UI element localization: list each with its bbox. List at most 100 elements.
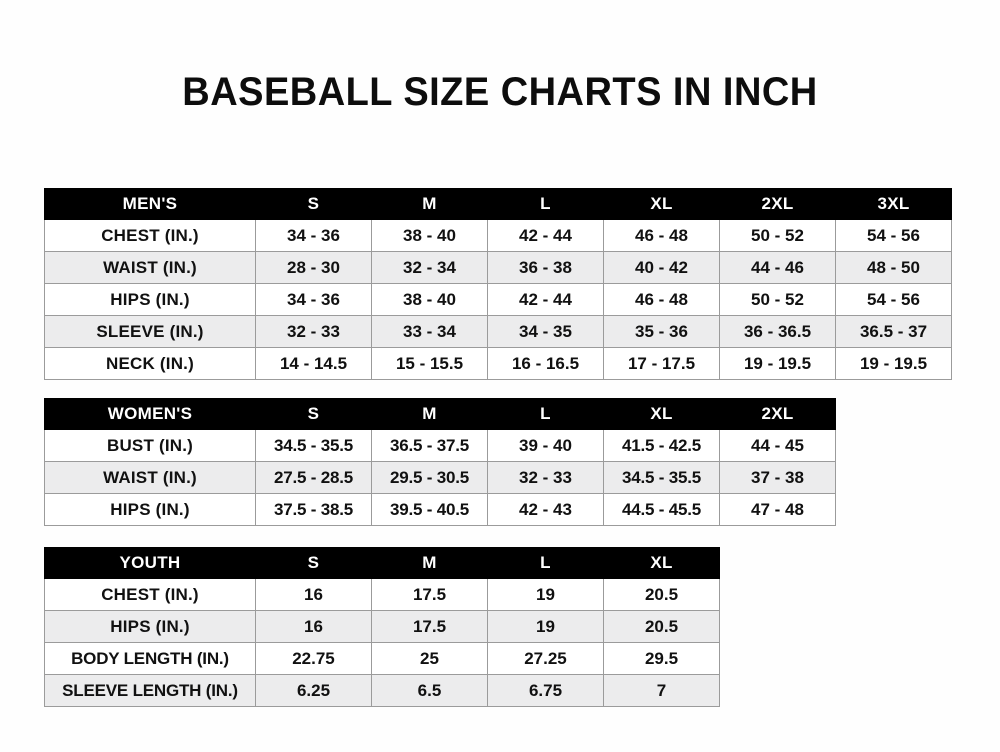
size-header-2xl: 2XL <box>719 398 836 430</box>
measurement-label: CHEST (IN.) <box>44 219 256 252</box>
measurement-value: 20.5 <box>603 610 720 643</box>
size-header-m: M <box>371 547 488 579</box>
measurement-value: 27.5 - 28.5 <box>255 461 372 494</box>
mens-table-body: CHEST (IN.) 34 - 36 38 - 40 42 - 44 46 - 48 5… <box>44 219 952 380</box>
youth-size-table: YOUTH S M L XL CHEST (IN.) 16 17.5 19 20.5 HIPS (… <box>44 547 720 707</box>
measurement-label: SLEEVE (IN.) <box>44 315 256 348</box>
size-header-xl: XL <box>603 547 720 579</box>
measurement-value: 15 - 15.5 <box>371 347 488 380</box>
measurement-label: WAIST (IN.) <box>44 461 256 494</box>
measurement-value: 34 - 36 <box>255 219 372 252</box>
measurement-value: 19 - 19.5 <box>719 347 836 380</box>
table-row: CHEST (IN.) 16 17.5 19 20.5 <box>44 578 720 611</box>
table-row: HIPS (IN.) 34 - 36 38 - 40 42 - 44 46 - 48 50… <box>44 283 952 316</box>
measurement-value: 6.75 <box>487 674 604 707</box>
measurement-value: 28 - 30 <box>255 251 372 284</box>
measurement-value: 38 - 40 <box>371 283 488 316</box>
table-header-row: YOUTH S M L XL <box>44 547 720 579</box>
measurement-value: 44 - 45 <box>719 429 836 462</box>
table-row: SLEEVE LENGTH (IN.) 6.25 6.5 6.75 7 <box>44 674 720 707</box>
table-row: WAIST (IN.) 28 - 30 32 - 34 36 - 38 40 - 42 4… <box>44 251 952 284</box>
measurement-value: 40 - 42 <box>603 251 720 284</box>
table-row: SLEEVE (IN.) 32 - 33 33 - 34 34 - 35 35 - 36… <box>44 315 952 348</box>
measurement-value: 42 - 44 <box>487 283 604 316</box>
measurement-value: 29.5 - 30.5 <box>371 461 488 494</box>
measurement-value: 50 - 52 <box>719 219 836 252</box>
measurement-value: 46 - 48 <box>603 219 720 252</box>
measurement-value: 22.75 <box>255 642 372 675</box>
measurement-value: 16 <box>255 610 372 643</box>
size-header-l: L <box>487 188 604 220</box>
measurement-value: 47 - 48 <box>719 493 836 526</box>
page-title: BASEBALL SIZE CHARTS IN INCH <box>182 70 818 114</box>
youth-table-body: CHEST (IN.) 16 17.5 19 20.5 HIPS (IN.) 16 17.5 1… <box>44 578 720 707</box>
measurement-value: 32 - 34 <box>371 251 488 284</box>
size-header-xl: XL <box>603 398 720 430</box>
size-header-xl: XL <box>603 188 720 220</box>
measurement-value: 36 - 38 <box>487 251 604 284</box>
size-header-3xl: 3XL <box>835 188 952 220</box>
measurement-value: 39 - 40 <box>487 429 604 462</box>
measurement-value: 54 - 56 <box>835 283 952 316</box>
size-header-2xl: 2XL <box>719 188 836 220</box>
mens-table-header: MEN'S S M L XL 2XL 3XL <box>44 188 952 220</box>
size-header-s: S <box>255 547 372 579</box>
measurement-label: WAIST (IN.) <box>44 251 256 284</box>
measurement-label: BUST (IN.) <box>44 429 256 462</box>
measurement-value: 37 - 38 <box>719 461 836 494</box>
measurement-value: 16 <box>255 578 372 611</box>
size-header-m: M <box>371 188 488 220</box>
measurement-label: HIPS (IN.) <box>44 283 256 316</box>
measurement-value: 50 - 52 <box>719 283 836 316</box>
measurement-value: 46 - 48 <box>603 283 720 316</box>
table-row: BUST (IN.) 34.5 - 35.5 36.5 - 37.5 39 - 40 4… <box>44 429 836 462</box>
measurement-value: 44.5 - 45.5 <box>603 493 720 526</box>
measurement-label: NECK (IN.) <box>44 347 256 380</box>
measurement-value: 25 <box>371 642 488 675</box>
table-row: NECK (IN.) 14 - 14.5 15 - 15.5 16 - 16.5 17 … <box>44 347 952 380</box>
measurement-value: 6.5 <box>371 674 488 707</box>
size-header-m: M <box>371 398 488 430</box>
measurement-value: 37.5 - 38.5 <box>255 493 372 526</box>
measurement-value: 38 - 40 <box>371 219 488 252</box>
measurement-value: 34.5 - 35.5 <box>255 429 372 462</box>
measurement-value: 17 - 17.5 <box>603 347 720 380</box>
measurement-label: BODY LENGTH (IN.) <box>44 642 256 675</box>
measurement-value: 54 - 56 <box>835 219 952 252</box>
measurement-value: 35 - 36 <box>603 315 720 348</box>
measurement-value: 6.25 <box>255 674 372 707</box>
measurement-value: 16 - 16.5 <box>487 347 604 380</box>
measurement-label: SLEEVE LENGTH (IN.) <box>44 674 256 707</box>
measurement-value: 34 - 36 <box>255 283 372 316</box>
measurement-value: 34 - 35 <box>487 315 604 348</box>
youth-table-title-cell: YOUTH <box>44 547 256 579</box>
table-header-row: WOMEN'S S M L XL 2XL <box>44 398 836 430</box>
measurement-value: 20.5 <box>603 578 720 611</box>
measurement-value: 19 <box>487 610 604 643</box>
womens-table-header: WOMEN'S S M L XL 2XL <box>44 398 836 430</box>
mens-size-chart-block: MEN'S S M L XL 2XL 3XL CHEST (IN.) 34 - 36 38 - … <box>44 188 952 380</box>
measurement-value: 19 - 19.5 <box>835 347 952 380</box>
measurement-value: 17.5 <box>371 578 488 611</box>
measurement-value: 42 - 43 <box>487 493 604 526</box>
measurement-label: CHEST (IN.) <box>44 578 256 611</box>
mens-table-title-cell: MEN'S <box>44 188 256 220</box>
measurement-value: 34.5 - 35.5 <box>603 461 720 494</box>
measurement-value: 41.5 - 42.5 <box>603 429 720 462</box>
measurement-value: 17.5 <box>371 610 488 643</box>
measurement-value: 19 <box>487 578 604 611</box>
youth-table-header: YOUTH S M L XL <box>44 547 720 579</box>
measurement-value: 48 - 50 <box>835 251 952 284</box>
size-header-s: S <box>255 398 372 430</box>
table-header-row: MEN'S S M L XL 2XL 3XL <box>44 188 952 220</box>
table-row: WAIST (IN.) 27.5 - 28.5 29.5 - 30.5 32 - 33… <box>44 461 836 494</box>
measurement-value: 33 - 34 <box>371 315 488 348</box>
size-header-l: L <box>487 398 604 430</box>
womens-table-title-cell: WOMEN'S <box>44 398 256 430</box>
womens-size-table: WOMEN'S S M L XL 2XL BUST (IN.) 34.5 - 35.5 36.… <box>44 398 836 526</box>
measurement-label: HIPS (IN.) <box>44 493 256 526</box>
measurement-value: 29.5 <box>603 642 720 675</box>
measurement-value: 36 - 36.5 <box>719 315 836 348</box>
measurement-label: HIPS (IN.) <box>44 610 256 643</box>
